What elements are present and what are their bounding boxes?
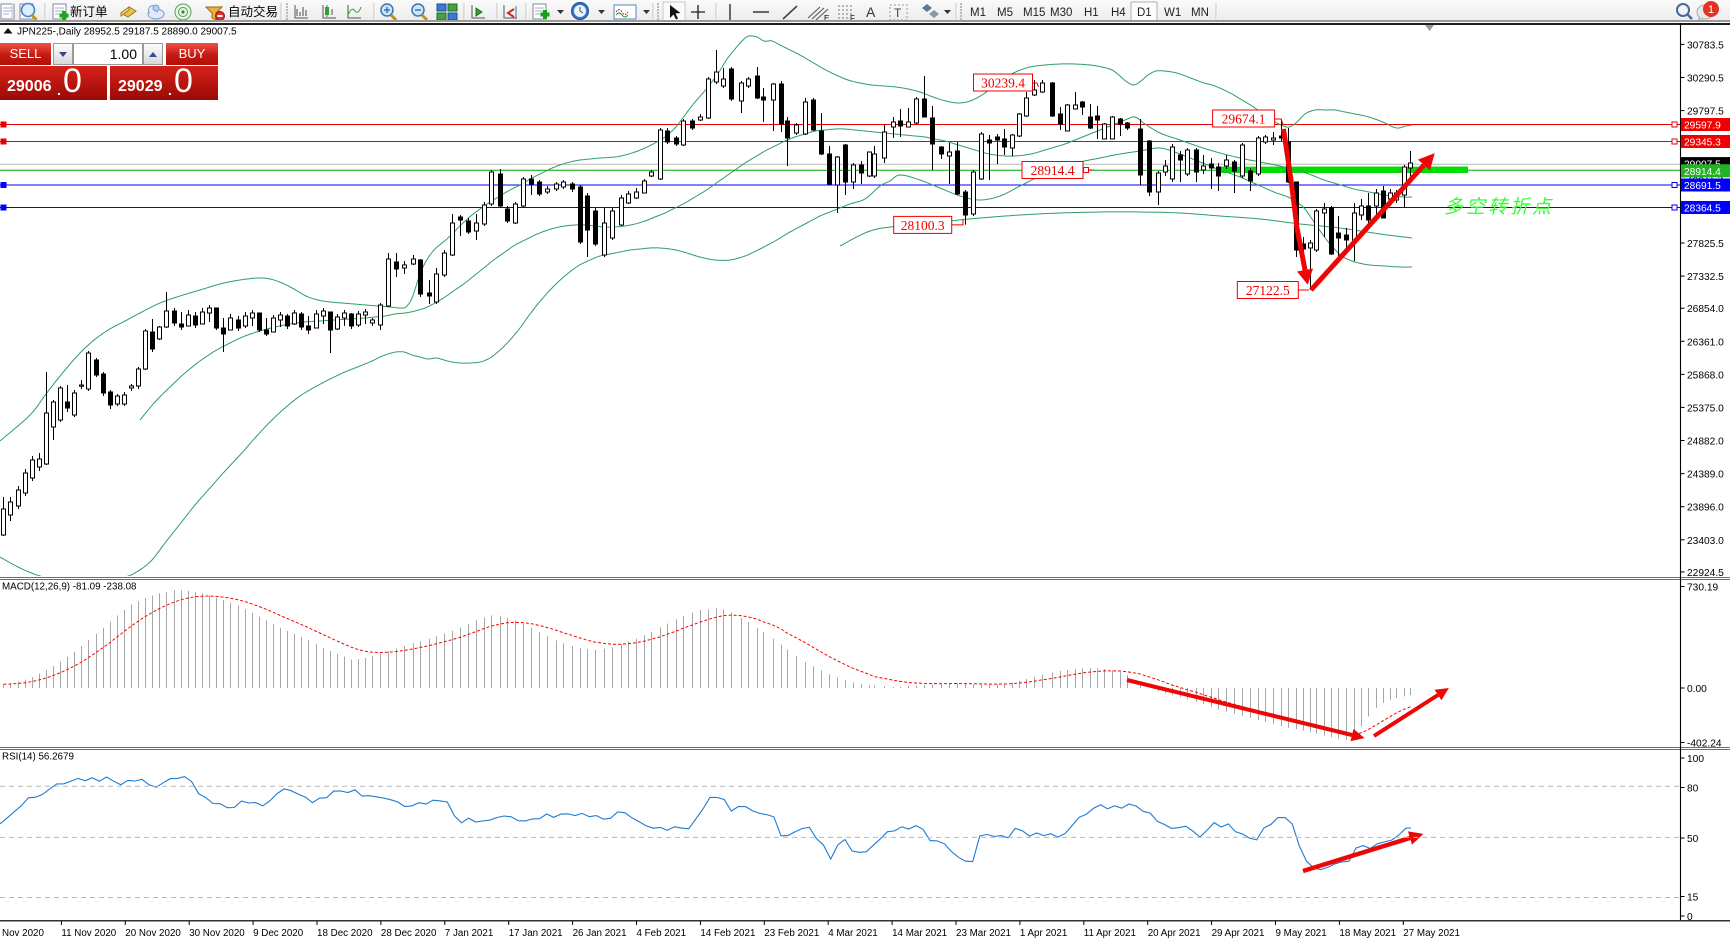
svg-text:14 Feb 2021: 14 Feb 2021 (700, 928, 755, 939)
svg-text:0: 0 (1687, 912, 1693, 923)
svg-text:29674.1: 29674.1 (1222, 112, 1266, 127)
svg-text:MACD(12,26,9) -81.09 -238.08: MACD(12,26,9) -81.09 -238.08 (2, 582, 137, 593)
svg-text:H1: H1 (1084, 7, 1099, 19)
svg-text:4 Feb 2021: 4 Feb 2021 (637, 928, 687, 939)
svg-text:730.19: 730.19 (1687, 583, 1718, 594)
svg-text:23896.0: 23896.0 (1687, 503, 1724, 514)
svg-text:29 Apr 2021: 29 Apr 2021 (1212, 928, 1265, 939)
svg-text:1 Apr 2021: 1 Apr 2021 (1020, 928, 1067, 939)
svg-text:23 Mar 2021: 23 Mar 2021 (956, 928, 1011, 939)
svg-text:T: T (894, 6, 902, 20)
svg-text:26361.0: 26361.0 (1687, 337, 1724, 348)
svg-text:22924.5: 22924.5 (1687, 568, 1724, 579)
svg-text:29597.9: 29597.9 (1684, 121, 1721, 132)
svg-text:20 Apr 2021: 20 Apr 2021 (1148, 928, 1201, 939)
svg-text:E: E (824, 14, 829, 23)
svg-text:多空转折点: 多空转折点 (1444, 196, 1554, 218)
svg-text:11 Apr 2021: 11 Apr 2021 (1084, 928, 1136, 939)
svg-text:28100.3: 28100.3 (901, 218, 945, 233)
svg-text:28914.4: 28914.4 (1031, 163, 1075, 178)
svg-text:50: 50 (1687, 834, 1699, 845)
svg-text:30239.4: 30239.4 (981, 76, 1025, 91)
svg-text:27332.5: 27332.5 (1687, 272, 1724, 283)
svg-text:自动交易: 自动交易 (228, 4, 278, 19)
svg-text:24389.0: 24389.0 (1687, 470, 1724, 481)
svg-text:18 Dec 2020: 18 Dec 2020 (317, 928, 373, 939)
svg-text:26854.0: 26854.0 (1687, 304, 1724, 315)
svg-text:30 Nov 2020: 30 Nov 2020 (189, 928, 245, 939)
svg-text:27122.5: 27122.5 (1246, 283, 1290, 298)
svg-text:4 Mar 2021: 4 Mar 2021 (828, 928, 878, 939)
svg-text:7 Jan 2021: 7 Jan 2021 (445, 928, 493, 939)
svg-text:24882.0: 24882.0 (1687, 437, 1724, 448)
svg-text:14 Mar 2021: 14 Mar 2021 (892, 928, 947, 939)
svg-text:28811.5: 28811.5 (1687, 173, 1723, 184)
svg-text:25868.0: 25868.0 (1687, 370, 1724, 381)
svg-text:MN: MN (1191, 7, 1209, 19)
svg-text:RSI(14) 56.2679: RSI(14) 56.2679 (2, 752, 74, 763)
svg-text:28 Dec 2020: 28 Dec 2020 (381, 928, 437, 939)
svg-text:29797.5: 29797.5 (1687, 107, 1724, 118)
svg-text:A: A (866, 4, 876, 20)
svg-text:11 Nov 2020: 11 Nov 2020 (61, 928, 116, 939)
svg-text:9 Dec 2020: 9 Dec 2020 (253, 928, 304, 939)
svg-text:30783.5: 30783.5 (1687, 40, 1724, 51)
svg-text:M1: M1 (970, 7, 986, 19)
svg-text:23 Feb 2021: 23 Feb 2021 (764, 928, 819, 939)
svg-text:27 May 2021: 27 May 2021 (1403, 928, 1460, 939)
svg-text:29345.3: 29345.3 (1684, 138, 1721, 149)
svg-text:27825.5: 27825.5 (1687, 239, 1724, 250)
svg-text:23403.0: 23403.0 (1687, 536, 1724, 547)
svg-text:28914.4: 28914.4 (1684, 167, 1721, 178)
svg-text:Nov 2020: Nov 2020 (2, 928, 44, 939)
svg-text:F: F (850, 14, 855, 23)
svg-text:M30: M30 (1050, 7, 1072, 19)
svg-text:D1: D1 (1137, 7, 1152, 19)
svg-text:1: 1 (1708, 4, 1714, 16)
svg-text:18 May 2021: 18 May 2021 (1339, 928, 1396, 939)
svg-text:26 Jan 2021: 26 Jan 2021 (573, 928, 627, 939)
svg-text:30290.5: 30290.5 (1687, 74, 1724, 85)
svg-text:15: 15 (1687, 893, 1699, 904)
svg-text:H4: H4 (1111, 7, 1126, 19)
svg-text:9 May 2021: 9 May 2021 (1276, 928, 1327, 939)
svg-text:新订单: 新订单 (70, 4, 108, 19)
svg-text:JPN225-,Daily 28952.5 29187.5: JPN225-,Daily 28952.5 29187.5 28890.0 29… (17, 27, 237, 38)
svg-text:100: 100 (1687, 754, 1704, 765)
svg-text:28364.5: 28364.5 (1684, 204, 1721, 215)
svg-text:17 Jan 2021: 17 Jan 2021 (509, 928, 563, 939)
svg-text:20 Nov 2020: 20 Nov 2020 (125, 928, 181, 939)
svg-text:M15: M15 (1023, 7, 1045, 19)
svg-text:W1: W1 (1164, 7, 1181, 19)
svg-text:-402.24: -402.24 (1687, 739, 1722, 750)
svg-text:28691.5: 28691.5 (1684, 181, 1721, 192)
svg-text:80: 80 (1687, 784, 1699, 795)
svg-text:25375.0: 25375.0 (1687, 403, 1724, 414)
svg-text:0.00: 0.00 (1687, 684, 1707, 695)
svg-text:M5: M5 (997, 7, 1013, 19)
